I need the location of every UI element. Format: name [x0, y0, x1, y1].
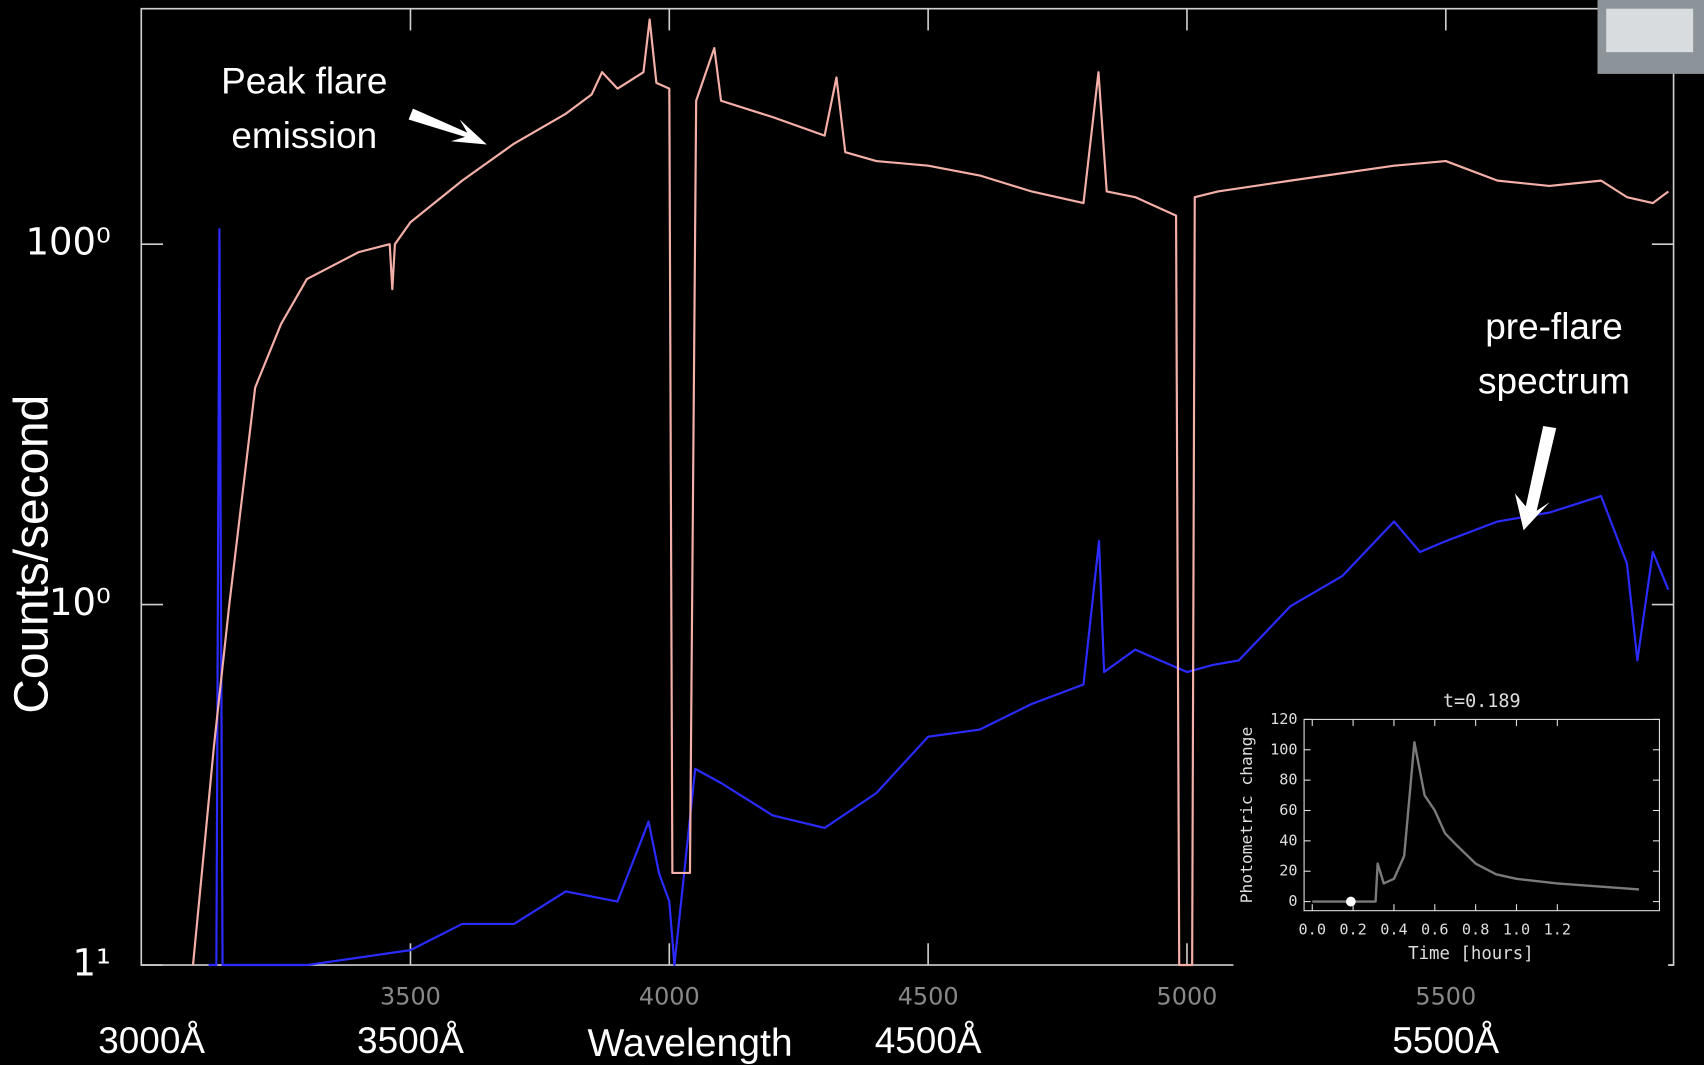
x-tick-label: 3500Å	[357, 1020, 464, 1061]
x-tick-label: 3000Å	[98, 1020, 205, 1061]
y-tick-label: 100⁰	[26, 221, 111, 264]
inset-background	[1233, 684, 1669, 968]
y-tick-label: 10⁰	[49, 581, 111, 624]
annotation-text: pre-flare spectrum	[1478, 306, 1631, 403]
x-tick-label: 3500	[380, 983, 441, 1011]
x-tick-label: 4500Å	[875, 1020, 982, 1061]
inset-title: t=0.189	[1443, 691, 1521, 712]
x-tick-label: 1.0	[1503, 921, 1530, 939]
x-axis-label: Wavelength	[588, 1022, 793, 1065]
y-axis-label: Counts/second	[5, 395, 58, 714]
x-tick-label: 0.4	[1380, 921, 1407, 939]
y-tick-label: 80	[1279, 771, 1297, 789]
thumbnail-building	[1606, 8, 1694, 53]
series-line	[208, 228, 1670, 967]
x-tick-label: 0.8	[1462, 921, 1489, 939]
plot-frame	[1303, 718, 1660, 912]
series-line	[1312, 741, 1640, 903]
y-tick-label: 20	[1279, 862, 1297, 880]
x-tick-label: 5000	[1157, 983, 1218, 1011]
y-tick-label: 40	[1279, 831, 1297, 849]
x-tick-label: 5500	[1415, 983, 1476, 1011]
y-tick-label: 0	[1288, 892, 1297, 910]
plot-frame	[140, 7, 1675, 966]
x-tick-label: 0.2	[1339, 921, 1366, 939]
inset-x-label: Time [hours]	[1408, 944, 1534, 964]
time-marker	[1345, 896, 1356, 907]
arrow	[1514, 426, 1557, 531]
x-tick-label: 0.0	[1299, 921, 1326, 939]
series-line	[191, 18, 1670, 967]
x-tick-label: 4000	[639, 983, 700, 1011]
inset-y-label: Photometric change	[1237, 727, 1256, 904]
x-tick-label: 0.6	[1421, 921, 1448, 939]
y-tick-label: 1¹	[73, 942, 111, 985]
x-tick-label: 4500	[898, 983, 959, 1011]
annotation: pre-flare spectrum	[1478, 306, 1631, 403]
y-tick-label: 60	[1279, 801, 1297, 819]
y-tick-label: 100	[1270, 740, 1297, 758]
x-tick-label: 5500Å	[1392, 1020, 1499, 1061]
annotation-text: Peak flare emission	[221, 60, 388, 157]
y-tick-label: 120	[1270, 710, 1297, 728]
arrow	[408, 108, 487, 145]
annotation: Peak flare emission	[221, 60, 388, 157]
x-tick-label: 1.2	[1544, 921, 1571, 939]
